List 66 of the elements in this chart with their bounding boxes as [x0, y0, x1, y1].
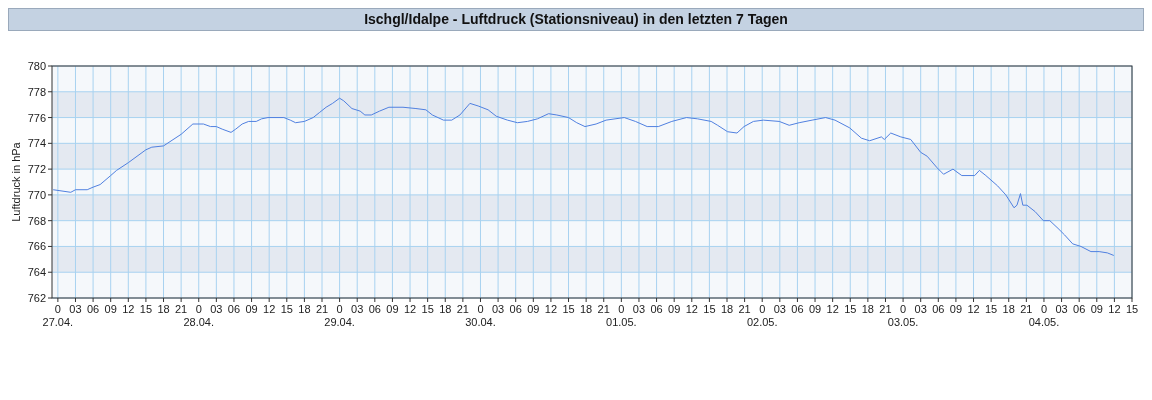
- y-tick-label: 764: [27, 266, 46, 279]
- y-tick-label: 772: [27, 163, 46, 176]
- x-tick-label: 03: [914, 303, 927, 315]
- x-tick-label: 18: [580, 303, 593, 315]
- x-tick-label: 06: [86, 303, 100, 315]
- x-tick-label: 09: [808, 303, 822, 315]
- x-tick-label: 06: [227, 303, 241, 315]
- x-tick-label: 15: [1125, 303, 1139, 315]
- y-tick-label: 778: [27, 85, 46, 98]
- x-tick-label: 18: [1002, 303, 1015, 315]
- x-tick-label: 21: [315, 303, 329, 315]
- x-tick-label: 03: [491, 303, 505, 315]
- x-tick-label: 21: [1020, 303, 1033, 315]
- x-tick-label: 21: [738, 303, 751, 315]
- x-tick-label: 06: [650, 303, 663, 315]
- x-tick-label: 12: [826, 303, 839, 315]
- y-tick-label: 762: [27, 292, 46, 304]
- y-tick-label: 774: [27, 137, 46, 150]
- y-tick-label: 780: [27, 60, 46, 72]
- x-tick-label: 03: [210, 303, 223, 315]
- x-tick-label: 15: [421, 303, 434, 315]
- x-tick-label: 18: [439, 303, 452, 315]
- x-tick-label: 06: [368, 303, 381, 315]
- x-tick-label: 18: [861, 303, 874, 315]
- x-tick-label: 21: [456, 303, 469, 315]
- x-tick-label: 09: [668, 303, 681, 315]
- y-tick-label: 768: [27, 214, 46, 227]
- x-tick-label: 12: [1108, 303, 1121, 315]
- x-tick-label: 15: [985, 303, 998, 315]
- x-tick-label: 15: [280, 303, 293, 315]
- x-tick-label: 03: [773, 303, 786, 315]
- x-tick-label: 18: [720, 303, 734, 315]
- x-tick-label: 12: [967, 303, 980, 315]
- x-tick-label: 03: [351, 303, 364, 315]
- x-tick-label: 21: [597, 303, 610, 315]
- x-tick-label: 03: [1055, 303, 1068, 315]
- y-axis-title: Luftdruck in hPa: [10, 141, 22, 222]
- x-tick-label: 18: [157, 303, 170, 315]
- x-tick-label: 09: [386, 303, 399, 315]
- x-tick-label: 03: [632, 303, 646, 315]
- x-tick-label: 12: [403, 303, 417, 315]
- x-tick-label: 09: [949, 303, 963, 315]
- y-tick-label: 770: [27, 188, 46, 201]
- y-tick-label: 766: [27, 240, 46, 253]
- x-tick-label: 21: [879, 303, 892, 315]
- x-tick-label: 09: [1090, 303, 1103, 315]
- x-tick-label: 18: [298, 303, 311, 315]
- chart-title: Ischgl/Idalpe - Luftdruck (Stationsniveau) in den letzten 7 Tagen: [364, 11, 788, 27]
- x-tick-label: 09: [245, 303, 258, 315]
- x-tick-label: 09: [104, 303, 117, 315]
- x-tick-label: 12: [263, 303, 276, 315]
- x-tick-label: 06: [1073, 303, 1086, 315]
- x-tick-label: 15: [562, 303, 575, 315]
- x-tick-label: 06: [791, 303, 804, 315]
- y-tick-label: 776: [27, 111, 46, 124]
- x-tick-label: 21: [175, 303, 188, 315]
- x-tick-label: 12: [544, 303, 558, 315]
- x-tick-label: 06: [509, 303, 522, 315]
- x-tick-label: 12: [122, 303, 135, 315]
- x-tick-label: 06: [932, 303, 945, 315]
- x-tick-label: 15: [139, 303, 153, 315]
- x-tick-label: 09: [527, 303, 540, 315]
- x-tick-label: 12: [685, 303, 698, 315]
- x-tick-label: 15: [703, 303, 716, 315]
- x-tick-label: 03: [69, 303, 82, 315]
- x-tick-label: 15: [844, 303, 857, 315]
